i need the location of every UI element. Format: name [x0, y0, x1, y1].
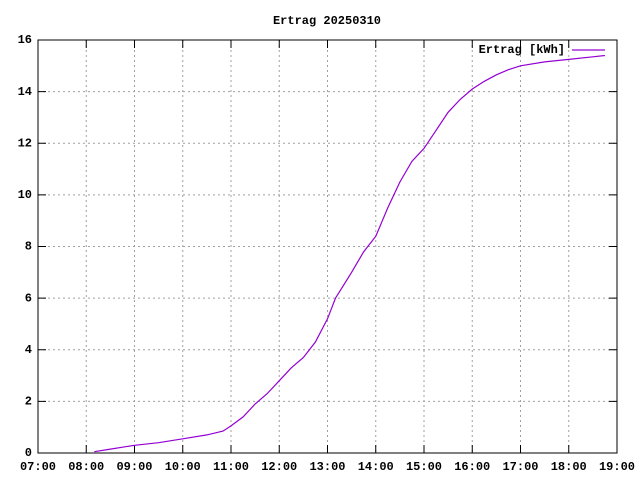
- y-tick-label: 12: [18, 136, 32, 150]
- y-tick-label: 4: [25, 343, 32, 357]
- y-tick-label: 2: [25, 395, 32, 409]
- x-tick-label: 19:00: [599, 460, 635, 474]
- x-tick-label: 18:00: [551, 460, 587, 474]
- y-tick-label: 6: [25, 291, 32, 305]
- x-tick-label: 07:00: [20, 460, 56, 474]
- x-tick-label: 13:00: [309, 460, 345, 474]
- x-tick-label: 16:00: [454, 460, 490, 474]
- y-tick-label: 16: [18, 33, 32, 47]
- x-tick-label: 14:00: [358, 460, 394, 474]
- chart-title: Ertrag 20250310: [273, 14, 381, 28]
- x-tick-label: 12:00: [261, 460, 297, 474]
- y-tick-label: 14: [18, 85, 32, 99]
- y-tick-label: 0: [25, 446, 32, 460]
- x-tick-label: 11:00: [213, 460, 249, 474]
- y-tick-label: 10: [18, 188, 32, 202]
- plot-border: [37, 39, 618, 454]
- data-line: [94, 54, 605, 453]
- legend-label: Ertrag [kWh]: [479, 43, 565, 57]
- x-tick-label: 08:00: [68, 460, 104, 474]
- x-tick-label: 15:00: [406, 460, 442, 474]
- x-tick-label: 09:00: [116, 460, 152, 474]
- x-tick-label: 17:00: [502, 460, 538, 474]
- y-tick-label: 8: [25, 240, 32, 254]
- x-tick-label: 10:00: [165, 460, 201, 474]
